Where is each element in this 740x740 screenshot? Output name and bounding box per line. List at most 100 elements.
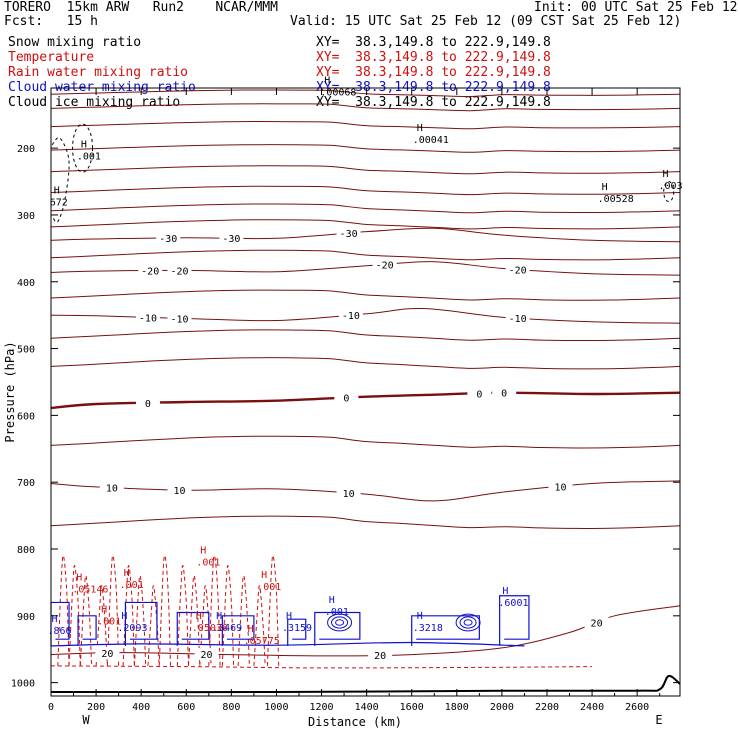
maximum-value-label: .003 xyxy=(658,181,682,192)
contour-label-bg xyxy=(505,311,530,324)
x-tick-label: 1600 xyxy=(400,702,424,713)
y-tick-label: 200 xyxy=(17,144,35,155)
field-temperature-xy: XY= 38.3,149.8 to 222.9,149.8 xyxy=(316,50,551,65)
isotherm-line xyxy=(50,435,681,449)
cloud-water-closed-contour xyxy=(455,613,481,632)
temperature-contour-label: -20 xyxy=(170,266,188,277)
rain-water-contour xyxy=(237,575,250,666)
cloud-water-closed-contour xyxy=(459,616,477,629)
cloud-water-contour xyxy=(77,615,97,646)
temperature-contour-label: 0 xyxy=(145,399,151,410)
maximum-value-label: .05775 xyxy=(244,636,280,647)
maximum-marker: H xyxy=(248,624,254,635)
rain-water-contour xyxy=(57,555,70,666)
contour-label-bg xyxy=(372,258,397,271)
temperature-contour-label: 20 xyxy=(591,619,603,630)
contour-label-bg xyxy=(505,263,530,276)
maximum-value-label: .00068 xyxy=(320,87,356,98)
cloud-water-closed-contour xyxy=(331,616,349,629)
temperature-contour-label: 20 xyxy=(101,649,113,660)
contour-label-bg xyxy=(338,308,363,321)
temperature-contour-label: 0 xyxy=(476,389,482,400)
maximum-marker: H xyxy=(81,139,87,150)
temperature-contour-label: -10 xyxy=(139,313,157,324)
isotherm-line xyxy=(50,144,681,153)
y-tick-label: 400 xyxy=(17,278,35,289)
maximum-marker: H xyxy=(417,611,423,622)
maximum-marker: H xyxy=(200,546,206,557)
rain-water-contour xyxy=(122,565,135,666)
contour-layer xyxy=(50,89,681,694)
maximum-value-label: .001 xyxy=(97,617,121,628)
isotherm-line xyxy=(50,515,681,529)
maximum-marker: H xyxy=(54,186,60,197)
cloud-water-closed-contour xyxy=(327,613,353,632)
temperature-contour-label: -10 xyxy=(342,311,360,322)
maximum-marker: H xyxy=(324,75,330,86)
maximum-value-label: .001 xyxy=(325,607,349,618)
x-tick-label: 1000 xyxy=(264,702,288,713)
snow-contour xyxy=(51,137,70,223)
maximum-value-label: .001 xyxy=(77,151,101,162)
maximum-value-label: 672 xyxy=(50,198,68,209)
x-tick-label: 2600 xyxy=(625,702,649,713)
temperature-contour-label: -30 xyxy=(340,229,358,240)
cloud-water-contour xyxy=(124,601,158,646)
maximum-value-label: .00528 xyxy=(598,194,634,205)
contour-label-bg xyxy=(95,646,120,659)
y-tick-label: 1000 xyxy=(11,679,35,690)
y-tick-label: 600 xyxy=(17,411,35,422)
maximum-marker: H xyxy=(286,611,292,622)
temperature-contour-label: 20 xyxy=(201,650,213,661)
contour-label-bg xyxy=(336,487,361,500)
contour-label-bg xyxy=(467,387,492,400)
contour-label-bg xyxy=(99,481,124,494)
contour-label-bg xyxy=(334,391,359,404)
maximum-value-label: .6001 xyxy=(498,598,528,609)
cloud-ice-contour xyxy=(663,181,675,203)
field-rain-xy: XY= 38.3,149.8 to 222.9,149.8 xyxy=(316,65,551,80)
x-tick-label: 0 xyxy=(48,702,54,713)
temperature-contour-label: -20 xyxy=(376,261,394,272)
cloud-water-contour xyxy=(499,595,530,646)
temperature-contour-label: -30 xyxy=(222,234,240,245)
temperature-contour xyxy=(50,307,681,324)
contour-label-bg xyxy=(336,226,361,239)
isotherm-line xyxy=(50,249,681,261)
x-tick-label: 1400 xyxy=(355,702,379,713)
contour-label-bg xyxy=(548,480,573,493)
axes-layer: 0 200 400 600 800 1000 1200 1400 1600 1800 2000 220… xyxy=(11,88,680,713)
temperature-contour-label: 10 xyxy=(106,483,118,494)
maximum-marker: H xyxy=(329,595,335,606)
maximum-value-label: .3218 xyxy=(413,623,443,634)
cloud-ice-contour xyxy=(72,123,94,173)
maximum-value-label: .001 xyxy=(120,580,144,591)
cloud-water-closed-contour xyxy=(335,619,345,626)
x-tick-label: 800 xyxy=(222,702,240,713)
surface-line xyxy=(50,674,681,694)
cloud-water-contour xyxy=(50,641,525,647)
x-tick-label: 400 xyxy=(132,702,150,713)
isotherm-line xyxy=(50,185,681,196)
forecast-hour: Fcst: 15 h xyxy=(4,14,98,29)
x-tick-label: 1200 xyxy=(309,702,333,713)
temperature-contour-label: -10 xyxy=(509,314,527,325)
temperature-contour-label: 0 xyxy=(501,389,507,400)
rain-water-contour xyxy=(106,555,120,666)
isotherm-line xyxy=(50,357,681,370)
rain-water-contour xyxy=(208,555,221,666)
x-tick-label: 200 xyxy=(87,702,105,713)
field-temperature-name: Temperature xyxy=(8,50,95,65)
contour-label-bg xyxy=(368,649,393,662)
temperature-contour-label: -20 xyxy=(141,267,159,278)
maximum-value-label: .05036 xyxy=(192,623,228,634)
valid-time: Valid: 15 UTC Sat 25 Feb 12 (09 CST Sat … xyxy=(290,14,682,29)
x-tick-label: 600 xyxy=(177,702,195,713)
x-tick-label: 2200 xyxy=(535,702,559,713)
maximum-value-label: .001 xyxy=(196,558,220,569)
maximum-value-label: .2093 xyxy=(117,623,147,634)
cloud-water-contour xyxy=(287,618,307,646)
x-tick-label: 1800 xyxy=(445,702,469,713)
temperature-contour-label: 20 xyxy=(374,651,386,662)
x-axis-label: Distance (km) xyxy=(308,715,402,729)
